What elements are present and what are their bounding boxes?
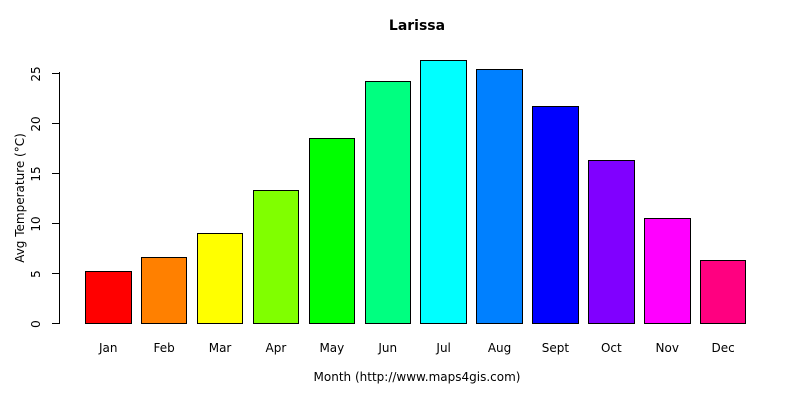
chart-title: Larissa	[388, 18, 446, 34]
y-axis-tick-5	[52, 273, 59, 274]
bar-jan	[85, 270, 132, 324]
y-axis-tick-15	[52, 173, 59, 174]
x-tick-label-aug: Aug	[487, 341, 512, 355]
x-tick-label-mar: Mar	[208, 341, 232, 355]
x-tick-label-jul: Jul	[436, 341, 451, 355]
y-axis-tick-10	[52, 223, 59, 224]
x-tick-label-may: May	[319, 341, 345, 355]
bar-aug	[476, 68, 523, 324]
y-tick-label-10: 10	[29, 215, 43, 232]
x-tick-label-nov: Nov	[655, 341, 679, 355]
y-axis-tick-25	[52, 73, 59, 74]
x-tick-label-jun: Jun	[378, 341, 398, 355]
bar-feb	[140, 256, 188, 324]
x-axis-label: Month (http://www.maps4gis.com)	[313, 370, 521, 384]
bar-dec	[699, 259, 747, 324]
bar-apr	[252, 189, 300, 324]
y-tick-label-0: 0	[29, 319, 43, 328]
bar-nov	[644, 217, 691, 324]
x-tick-label-dec: Dec	[711, 341, 735, 355]
x-tick-label-feb: Feb	[153, 341, 175, 355]
bar-mar	[196, 232, 244, 324]
y-axis-label: Avg Temperature (°C)	[13, 133, 27, 263]
bar-may	[308, 137, 356, 324]
y-tick-label-5: 5	[29, 269, 43, 278]
x-tick-label-sept: Sept	[541, 341, 570, 355]
y-tick-label-20: 20	[29, 115, 43, 132]
bar-jul	[420, 59, 467, 324]
y-tick-label-15: 15	[29, 165, 43, 182]
y-tick-label-25: 25	[29, 65, 43, 82]
y-axis-line	[59, 72, 60, 324]
bar-jun	[364, 80, 411, 324]
x-tick-label-oct: Oct	[600, 341, 622, 355]
x-tick-label-apr: Apr	[265, 341, 287, 355]
y-axis-tick-0	[52, 323, 59, 324]
y-axis-tick-20	[52, 123, 59, 124]
bar-oct	[588, 159, 635, 324]
x-tick-label-jan: Jan	[99, 341, 118, 355]
bar-sept	[532, 105, 579, 324]
